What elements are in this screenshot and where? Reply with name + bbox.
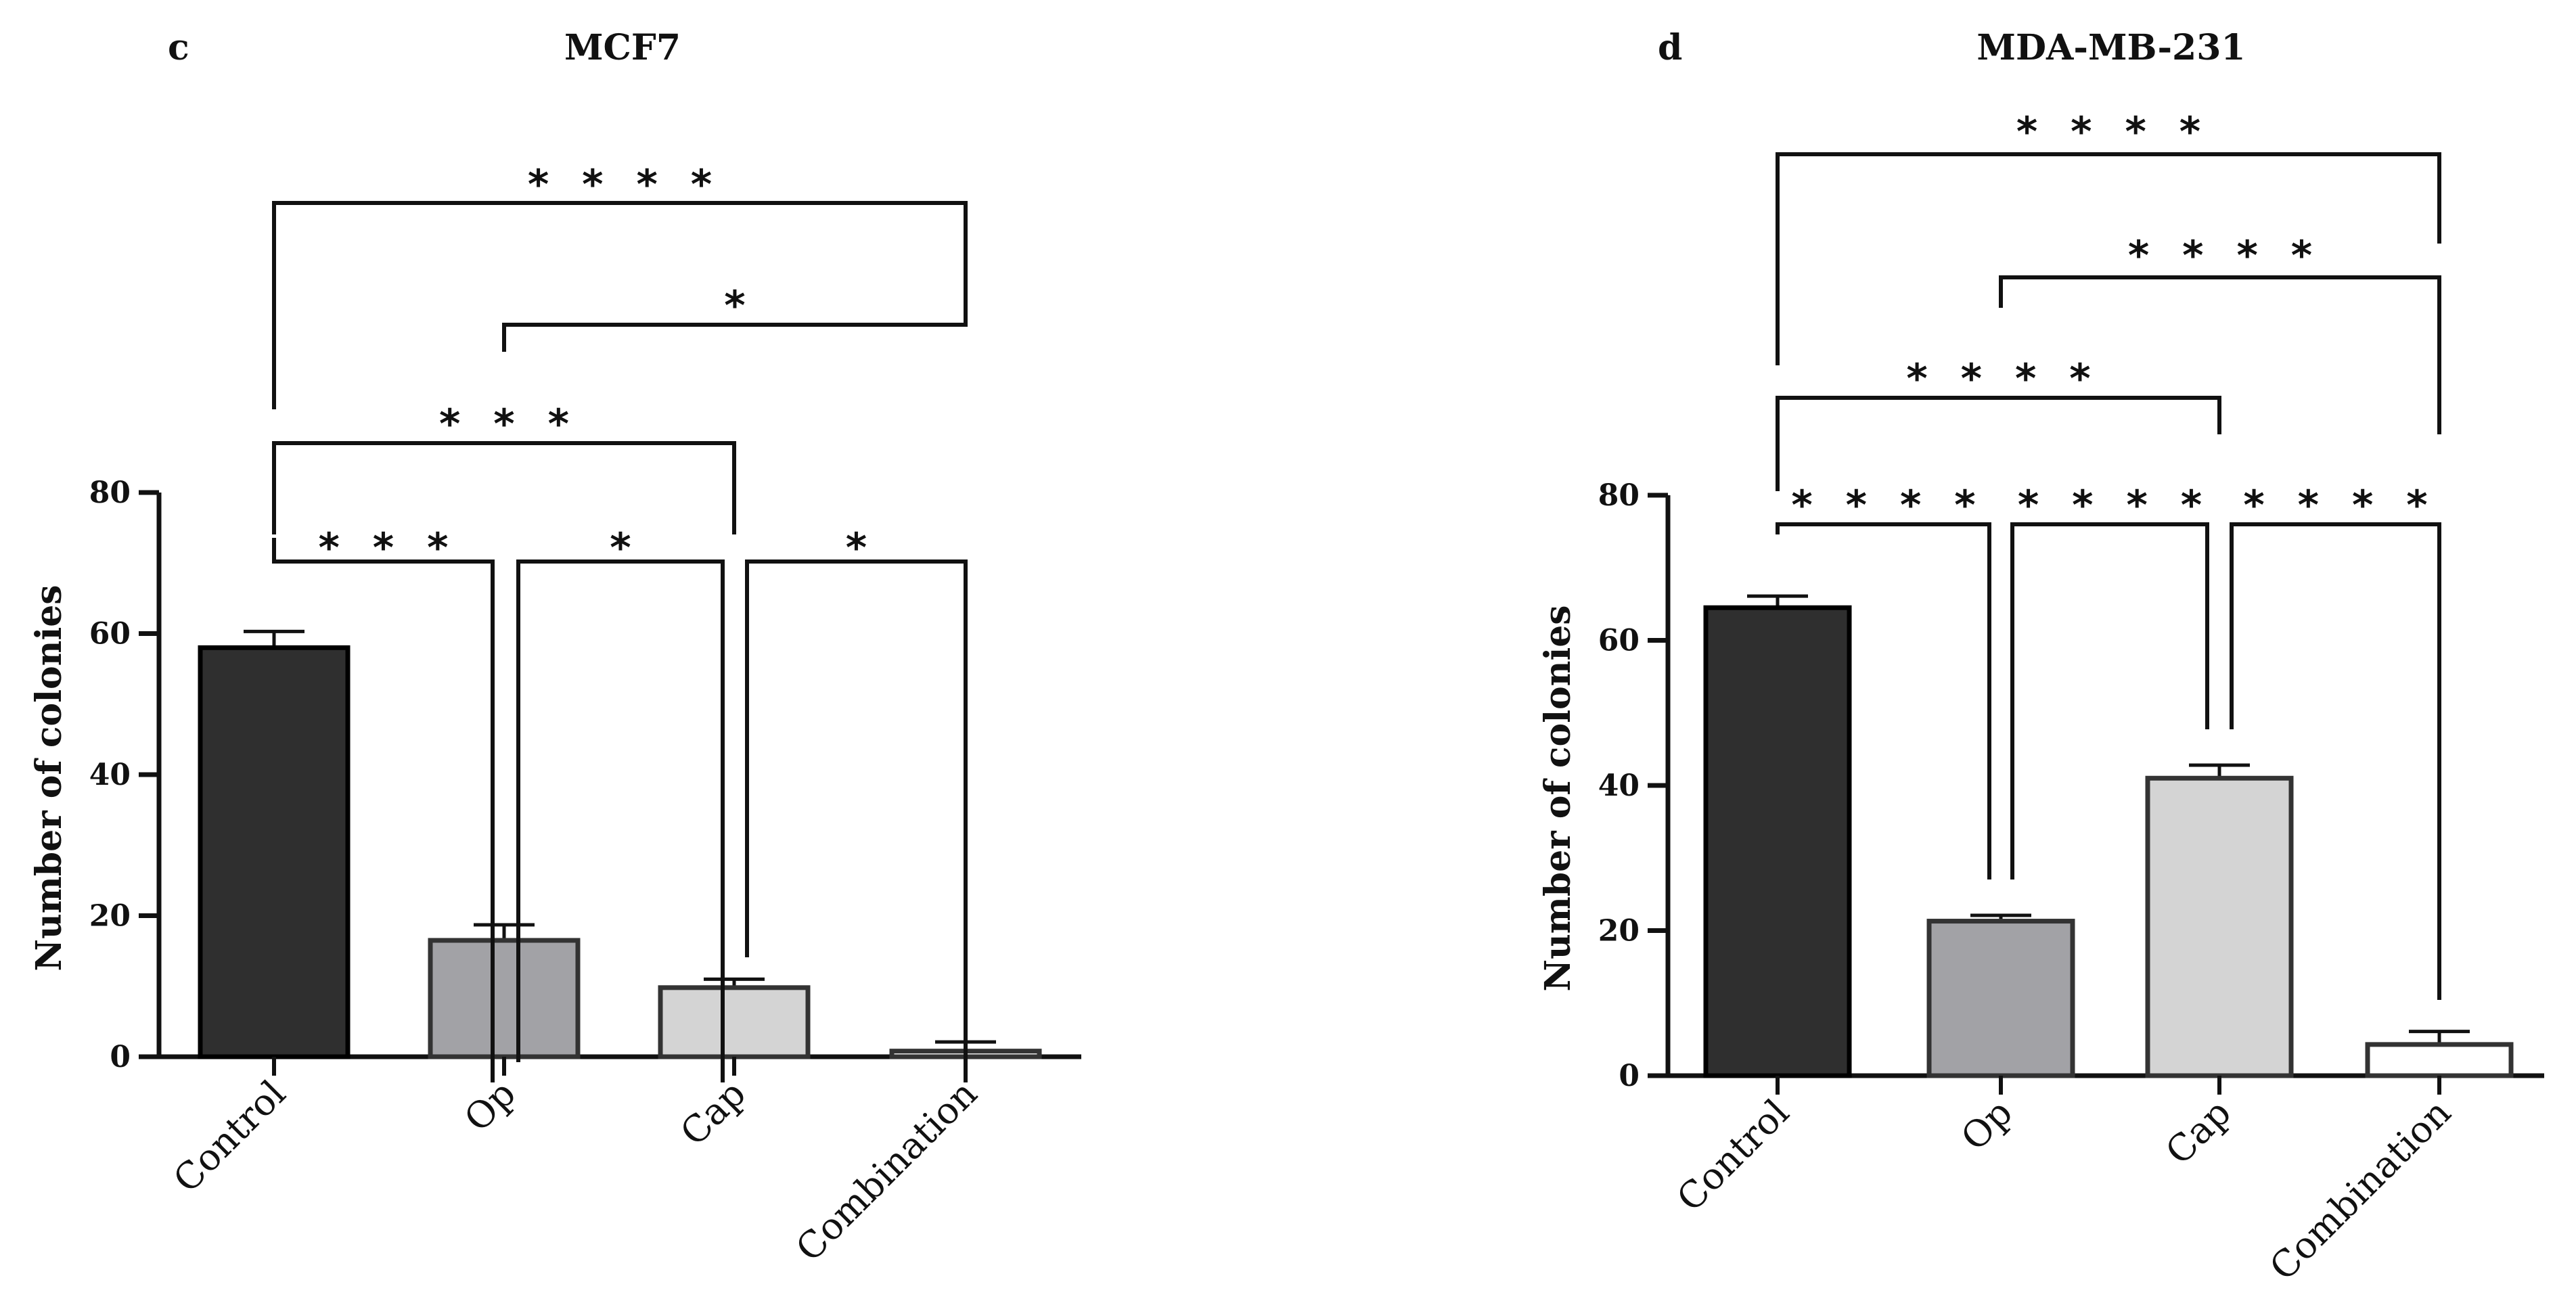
y-tick-label: 0 — [110, 1040, 131, 1074]
significance-bracket — [502, 292, 968, 352]
bar — [2145, 775, 2294, 1078]
significance-label: * * * * — [2128, 232, 2322, 279]
significance-label: * * * — [439, 401, 579, 448]
significance-label: * * * — [319, 524, 458, 572]
y-axis-label: Number of colonies — [28, 585, 70, 971]
significance-bracket — [272, 441, 736, 534]
significance-bracket — [2230, 522, 2441, 1000]
y-tick-label: 20 — [1598, 914, 1640, 948]
significance-label: * — [724, 282, 754, 329]
significance-label: * * * * — [2243, 482, 2437, 529]
y-axis-label: Number of colonies — [1537, 605, 1579, 991]
significance-label: * — [846, 524, 876, 572]
significance-bracket — [516, 559, 725, 1082]
significance-label: * * * * — [528, 161, 721, 208]
y-tick-label: 60 — [1598, 624, 1640, 658]
significance-label: * — [610, 524, 640, 572]
significance-bracket — [272, 201, 968, 409]
significance-bracket — [1776, 522, 1991, 879]
panel-c: c MCF7 Number of colonies 0 20 40 60 80 Contr… — [28, 27, 1081, 1270]
y-tick-label: 40 — [1598, 769, 1640, 803]
bar — [1703, 605, 1852, 1078]
bar — [198, 645, 351, 1059]
x-tick-label: Combination — [2261, 1091, 2459, 1289]
y-tick-label: 20 — [89, 899, 131, 934]
y-tick-label: 80 — [89, 476, 131, 510]
y-tick-label: 80 — [1598, 478, 1640, 513]
x-tick-label: Op — [456, 1072, 524, 1140]
plot-area: 0 20 40 60 80 Control Op Cap Combination * * * * * *… — [89, 161, 1081, 1270]
bar — [658, 985, 811, 1059]
x-tick-label: Control — [1669, 1091, 1797, 1220]
panel-d: d MDA-MB-231 Number of colonies 0 20 40 60 8… — [1537, 27, 2544, 1289]
chart-title: MDA-MB-231 — [1976, 27, 2245, 68]
significance-bracket — [1776, 152, 2441, 365]
significance-label: * * * * — [2016, 108, 2210, 156]
chart-title: MCF7 — [564, 27, 681, 68]
x-tick-label: Control — [165, 1072, 294, 1201]
y-tick-label: 40 — [89, 758, 131, 792]
x-tick-label: Op — [1953, 1091, 2020, 1159]
y-tick-label: 60 — [89, 617, 131, 652]
x-tick-label: Combination — [788, 1072, 985, 1270]
panel-letter: c — [168, 27, 189, 68]
x-tick-label: Cap — [2157, 1091, 2239, 1173]
x-tick-label: Cap — [672, 1072, 754, 1154]
significance-bracket — [1999, 275, 2441, 434]
panel-letter: d — [1658, 27, 1682, 68]
significance-label: * * * * — [2018, 482, 2211, 529]
significance-bracket — [2010, 522, 2209, 879]
bar — [428, 938, 581, 1059]
y-tick-label: 0 — [1619, 1059, 1640, 1093]
bar — [1926, 919, 2075, 1078]
significance-bracket — [1776, 396, 2221, 491]
significance-bracket — [272, 538, 495, 1082]
significance-label: * * * * — [1791, 482, 1985, 529]
bar — [2365, 1042, 2514, 1078]
significance-bracket — [745, 559, 968, 1082]
plot-area: 0 20 40 60 80 Control Op Cap Combination * * * * *… — [1598, 108, 2544, 1289]
significance-label: * * * * — [1906, 355, 2100, 403]
